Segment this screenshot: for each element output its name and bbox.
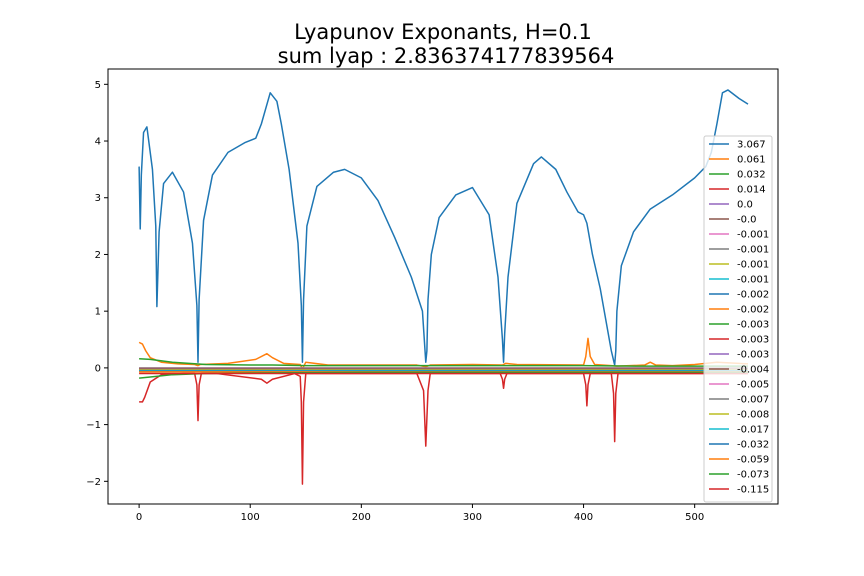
legend-label: 0.0 — [737, 200, 753, 211]
legend-label: -0.115 — [737, 485, 769, 496]
legend-label: -0.001 — [737, 260, 769, 271]
legend-label: -0.059 — [737, 455, 769, 466]
legend-label: -0.003 — [737, 350, 769, 361]
legend-label: -0.002 — [737, 290, 769, 301]
legend-label: -0.003 — [737, 335, 769, 346]
legend-label: -0.005 — [737, 380, 769, 391]
x-tick-label: 0 — [136, 512, 142, 523]
legend-label: -0.003 — [737, 320, 769, 331]
y-tick-label: 3 — [95, 193, 101, 204]
y-tick-label: −2 — [86, 477, 101, 488]
chart-subtitle: sum lyap : 2.836374177839564 — [278, 44, 615, 68]
legend-label: -0.001 — [737, 245, 769, 256]
series-line-23 — [139, 371, 748, 379]
legend-label: 3.067 — [737, 140, 766, 151]
legend-label: 0.032 — [737, 170, 766, 181]
x-tick-label: 500 — [685, 512, 704, 523]
x-tick-label: 300 — [463, 512, 482, 523]
series-lines — [138, 89, 749, 485]
y-tick-label: 0 — [95, 363, 101, 374]
x-tick-label: 400 — [574, 512, 593, 523]
legend-label: -0.007 — [737, 395, 769, 406]
series-line-4 — [139, 372, 748, 485]
chart-title: Lyapunov Exponants, H=0.1 — [294, 20, 592, 44]
x-tick-label: 200 — [352, 512, 371, 523]
legend-label: -0.073 — [737, 470, 769, 481]
y-tick-label: 5 — [95, 80, 101, 91]
legend-label: -0.001 — [737, 230, 769, 241]
legend-box — [703, 135, 773, 503]
y-tick-label: 4 — [95, 137, 101, 148]
legend-label: 0.014 — [737, 185, 766, 196]
legend-label: -0.002 — [737, 305, 769, 316]
y-tick-label: 2 — [95, 250, 101, 261]
x-tick-label: 100 — [241, 512, 260, 523]
y-tick-label: −1 — [86, 420, 101, 431]
legend-label: -0.008 — [737, 410, 769, 421]
legend-label: 0.061 — [737, 155, 766, 166]
legend-label: -0.001 — [737, 275, 769, 286]
legend-label: -0.0 — [737, 215, 757, 226]
legend-label: -0.017 — [737, 425, 769, 436]
axes: 0 100 200 300 400 500 −2 −1 0 1 2 3 4 5 — [86, 68, 779, 523]
y-tick-label: 1 — [95, 307, 101, 318]
series-line-3 — [139, 358, 748, 367]
legend: 3.067 0.061 0.032 0.014 0.0 -0.0 -0.001 -0.001 -… — [703, 135, 773, 503]
legend-label: -0.032 — [737, 440, 769, 451]
legend-label: -0.004 — [737, 365, 769, 376]
series-line-1 — [138, 89, 749, 366]
plot-area — [138, 89, 749, 485]
plot-frame — [107, 68, 779, 505]
